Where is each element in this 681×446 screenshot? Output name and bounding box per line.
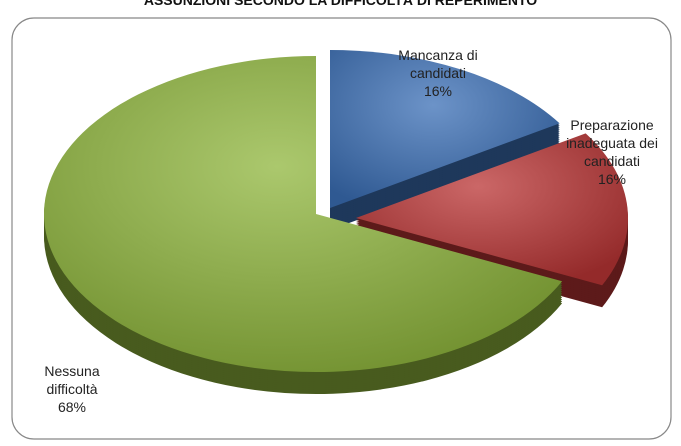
data-label: Mancanza di candidati 16% [378,46,498,100]
value-label: 68% [57,399,87,415]
category-label: Mancanza di candidati [398,47,478,81]
category-label: Nessuna difficoltà [44,363,100,397]
value-label: 16% [597,171,627,187]
slice [330,50,560,208]
chart-title: ASSUNZIONI SECONDO LA DIFFICOLTÀ DI REPE… [143,0,538,8]
slice [44,56,563,373]
data-label: Preparazione inadeguata dei candidati 16% [552,116,672,188]
category-label: Preparazione inadeguata dei candidati [566,117,658,169]
data-label: Nessuna difficoltà 68% [32,362,112,416]
slice [356,133,628,286]
value-label: 16% [423,83,453,99]
